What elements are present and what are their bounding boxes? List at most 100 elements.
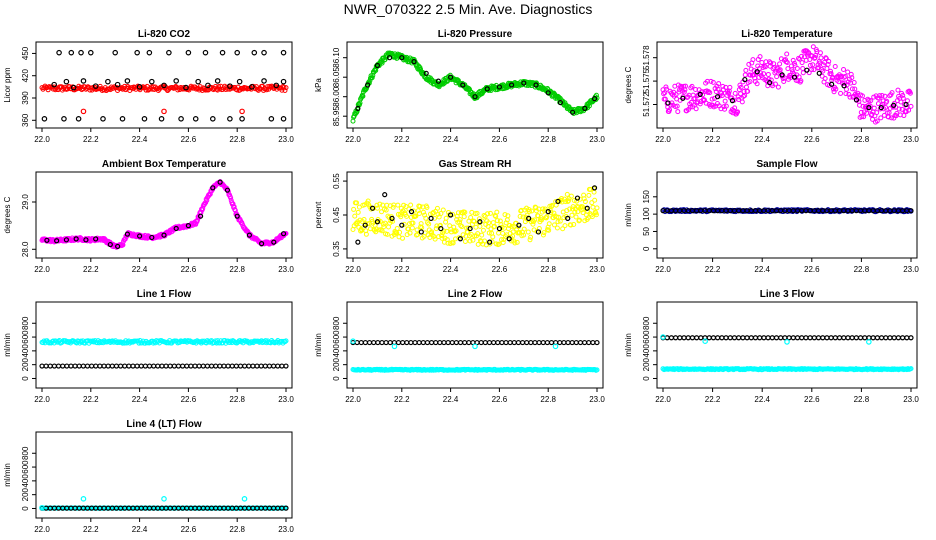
data-point [888,115,894,121]
data-point [826,58,832,64]
data-point [73,236,79,242]
data-point [453,339,459,346]
chart-panel: Li-820 CO2 Licor ppm 360 390 420 450 22.0 22.2 2… [3,29,294,144]
x-tick-label: 23.0 [589,395,605,404]
data-point [779,72,785,78]
data-point [477,219,483,225]
data-point [742,72,748,78]
data-point [246,363,252,369]
data-point [667,107,673,113]
data-point [716,81,722,87]
chart-title: Gas Stream RH [439,159,512,170]
data-point [862,335,868,341]
data-point [184,363,190,369]
data-point [668,335,675,341]
data-point [842,73,848,79]
data-point [281,84,287,90]
y-tick-label: 200 [642,357,651,371]
data-point [544,214,550,220]
x-tick-label: 22.6 [181,265,197,274]
data-point [799,335,805,341]
data-point [556,214,562,220]
data-point [707,90,713,96]
data-point [399,235,405,241]
data-point [400,339,406,346]
x-tick-label: 22.2 [705,265,721,274]
data-point [462,339,468,346]
x-tick-label: 22.8 [229,525,245,534]
data-point [487,210,493,216]
data-point [362,222,368,228]
data-point [491,339,497,346]
data-point [590,204,596,210]
data-point [426,221,432,227]
data-point [548,339,555,346]
data-point [415,208,421,214]
data-point [664,335,670,341]
data-point [369,75,375,81]
x-tick-label: 23.0 [278,265,294,274]
data-point [687,104,693,110]
data-point [581,339,588,346]
y-tick-label: 400 [332,344,341,358]
data-point [565,215,571,221]
plot-frame [35,171,293,259]
data-point [200,363,206,369]
y-axis-label: ml/min [314,333,323,357]
data-point [431,233,437,239]
data-point [554,225,560,231]
data-point [266,363,273,369]
data-point [105,78,111,85]
data-point [525,229,531,235]
data-point [828,68,834,74]
data-point [374,205,380,211]
x-tick-label: 22.0 [34,265,50,274]
x-tick-label: 22.6 [181,135,197,144]
data-point [833,86,839,92]
data-point [521,232,527,238]
x-tick-label: 22.2 [394,395,410,404]
data-point [229,363,235,369]
data-point [861,114,867,120]
x-tick-label: 22.6 [804,395,820,404]
data-point [216,84,222,90]
data-point [768,60,774,66]
y-tick-label: 0.35 [332,241,341,257]
y-tick-label: 28.0 [21,241,30,257]
data-point [589,214,595,220]
y-tick-label: 600 [642,330,651,344]
data-point [845,79,851,85]
data-point [816,70,822,76]
data-point [555,219,561,225]
data-point [173,225,179,232]
data-point [784,51,790,57]
data-point [507,222,513,228]
chart-title: Ambient Box Temperature [102,159,227,170]
data-point [467,225,473,232]
data-point [89,363,95,369]
data-point [251,49,258,56]
data-point [747,79,753,85]
data-point [723,103,729,109]
y-tick-label: 29.0 [21,194,30,210]
data-point [499,339,505,346]
data-point [279,363,285,369]
data-point [458,223,464,229]
data-point [486,220,492,226]
data-point [739,99,745,105]
data-point [379,228,385,234]
data-point [887,335,893,341]
y-tick-label: 86.00 [332,86,341,107]
x-tick-label: 22.8 [540,135,556,144]
data-point [415,232,421,238]
data-point [848,71,854,77]
data-point [462,238,468,244]
data-point [41,116,48,122]
y-tick-label: 85.95 [332,106,341,127]
data-point [362,339,369,346]
data-point [239,108,245,115]
data-point [849,86,855,92]
data-point [462,209,468,215]
data-point [878,105,884,111]
data-point [196,363,202,369]
